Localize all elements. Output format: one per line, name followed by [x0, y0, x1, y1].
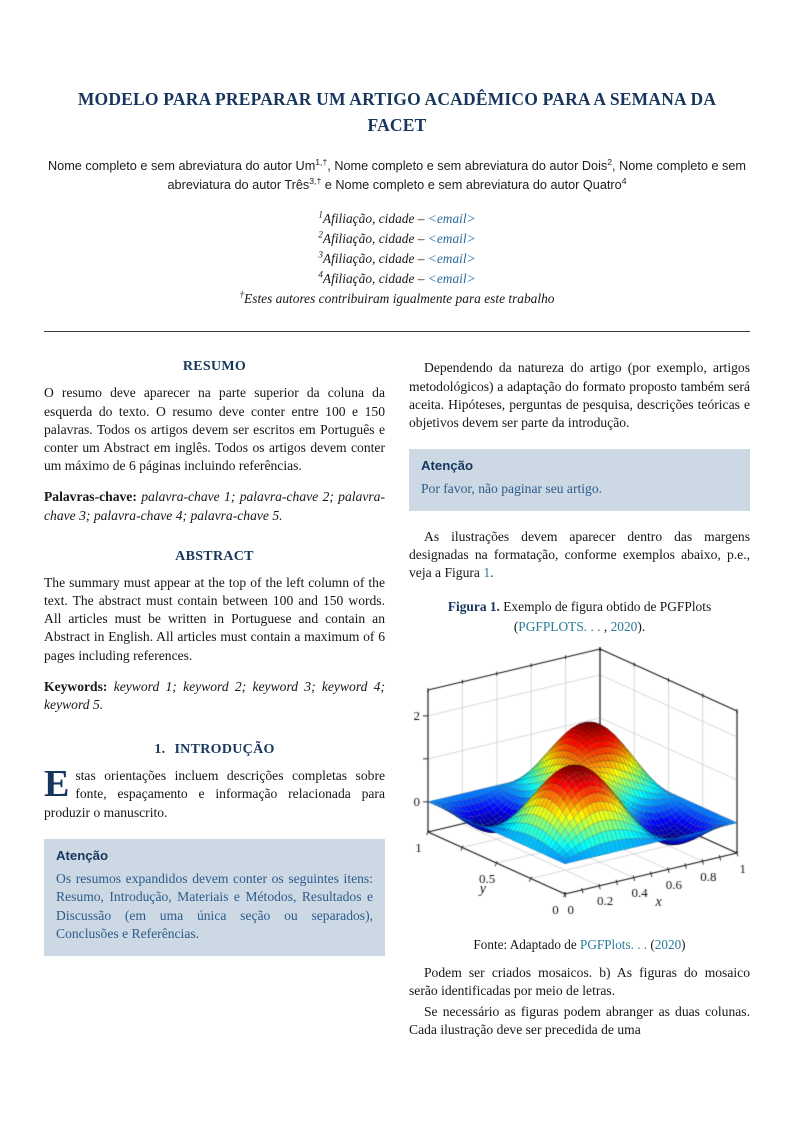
attention-box-left: Atenção Os resumos expandidos devem cont…: [44, 838, 385, 956]
intro-text: stas orientações incluem descrições comp…: [44, 768, 385, 820]
citation-year-link[interactable]: 2020: [610, 618, 638, 634]
affiliation-row: 3Afiliação, cidade – <email>: [44, 249, 750, 269]
figura-1-ref-link[interactable]: 1: [483, 565, 491, 581]
author-sup: 1,†: [315, 156, 328, 167]
attention-body: Por favor, não paginar seu artigo.: [421, 481, 603, 497]
footnote-text: Estes autores contribuiram igualmente pa…: [244, 291, 555, 307]
affiliation-text: Afiliação, cidade –: [322, 271, 428, 287]
affiliation-text: Afiliação, cidade –: [322, 251, 428, 267]
attention-header: Atenção: [56, 847, 109, 863]
left-column: RESUMO O resumo deve aparecer na parte s…: [44, 359, 385, 1039]
citation-sep: ,: [603, 618, 611, 634]
abstract-heading: ABSTRACT: [175, 548, 254, 564]
attention-header: Atenção: [421, 458, 474, 474]
resumo-paragraph: O resumo deve aparecer na parte superior…: [44, 385, 385, 474]
email-link[interactable]: <email>: [427, 210, 476, 226]
author-line: Nome completo e sem abreviatura do autor…: [48, 157, 746, 196]
paragraph-text: As ilustrações devem aparecer dentro das…: [409, 528, 750, 581]
figure-caption: Figura 1. Exemplo de figura obtido de PG…: [415, 597, 744, 636]
fonte-text: (: [650, 937, 655, 953]
figure-3d-surface-plot: [409, 640, 754, 937]
introducao-heading: 1. INTRODUÇÃO: [44, 742, 385, 758]
affiliation-sup: 2: [318, 229, 323, 240]
paragraph-text: .: [490, 565, 494, 581]
author-text: , Nome completo e sem abreviatura do aut…: [327, 158, 608, 173]
affiliation-text: Afiliação, cidade –: [322, 230, 428, 246]
fonte-pgfplots-link[interactable]: PGFPlots. . .: [580, 937, 651, 953]
figure-caption-text: Exemplo de figura obtido de PGFPlots: [499, 599, 712, 615]
pgfplots-citation-link[interactable]: PGFPLOTS. . .: [518, 618, 604, 634]
abstract-paragraph: The summary must appear at the top of th…: [44, 574, 385, 663]
attention-body: Os resumos expandidos devem conter os se…: [56, 870, 373, 942]
author-sup: 4: [621, 175, 627, 186]
fonte-year-link[interactable]: 2020: [654, 937, 682, 953]
author-sup: 2: [607, 156, 613, 167]
fonte-text: Fonte: Adaptado de: [473, 937, 581, 953]
palavras-chave-list: palavra-chave 1; palavra-chave 2; palavr…: [44, 489, 385, 523]
section-title: INTRODUÇÃO: [174, 742, 275, 758]
email-link[interactable]: <email>: [427, 230, 476, 246]
header-divider: [44, 331, 750, 333]
affiliation-row: 4Afiliação, cidade – <email>: [44, 269, 750, 289]
paper-title: MODELO PARA PREPARAR UM ARTIGO ACADÊMICO…: [77, 89, 717, 136]
affiliation-row: 1Afiliação, cidade – <email>: [44, 209, 750, 229]
figure-source-line: Fonte: Adaptado de PGFPlots. . . (2020): [409, 937, 750, 953]
footnote-sup: †: [239, 289, 245, 300]
palavras-chave-label: Palavras-chave:: [44, 489, 137, 505]
palavras-chave: Palavras-chave: palavra-chave 1; palavra…: [44, 488, 385, 524]
right-column: Dependendo da natureza do artigo (por ex…: [409, 359, 754, 1039]
affiliation-row: 2Afiliação, cidade – <email>: [44, 229, 750, 249]
author-text: Nome completo e sem abreviatura do autor…: [48, 158, 316, 173]
keywords: Keywords: keyword 1; keyword 2; keyword …: [44, 678, 385, 714]
paragraph-mosaicos: Podem ser criados mosaicos. b) As figura…: [409, 965, 750, 999]
author-sup: 3,†: [309, 175, 322, 186]
paragraph-natureza: Dependendo da natureza do artigo (por ex…: [409, 360, 750, 431]
figure-caption-label: Figura 1.: [447, 599, 500, 615]
affiliation-text: Afiliação, cidade –: [322, 210, 428, 226]
author-text: e Nome completo e sem abreviatura do aut…: [321, 178, 622, 193]
keywords-label: Keywords:: [44, 678, 108, 694]
paragraph-ilustracoes: As ilustrações devem aparecer dentro das…: [409, 528, 750, 583]
affiliations-block: 1Afiliação, cidade – <email> 2Afiliação,…: [44, 209, 750, 310]
affiliation-sup: 3: [318, 249, 323, 260]
attention-box-right: Atenção Por favor, não paginar seu artig…: [409, 449, 750, 511]
resumo-heading: RESUMO: [182, 359, 247, 375]
email-link[interactable]: <email>: [427, 271, 476, 287]
citation-paren: ).: [637, 618, 646, 634]
author-text: , Nome completo e sem abreviatura do aut…: [167, 158, 747, 193]
equal-contribution-footnote: †Estes autores contribuiram igualmente p…: [44, 289, 750, 309]
paragraph-duas-colunas: Se necessário as figuras podem abranger …: [409, 1003, 750, 1037]
drop-cap: E: [44, 763, 70, 806]
two-column-body: RESUMO O resumo deve aparecer na parte s…: [44, 359, 754, 1039]
affiliation-sup: 4: [318, 269, 323, 280]
fonte-text: ): [681, 937, 686, 953]
affiliation-sup: 1: [318, 209, 323, 220]
citation-paren: (: [513, 618, 519, 634]
section-number: 1.: [154, 742, 166, 758]
email-link[interactable]: <email>: [427, 251, 476, 267]
keywords-list: keyword 1; keyword 2; keyword 3; keyword…: [44, 678, 385, 713]
